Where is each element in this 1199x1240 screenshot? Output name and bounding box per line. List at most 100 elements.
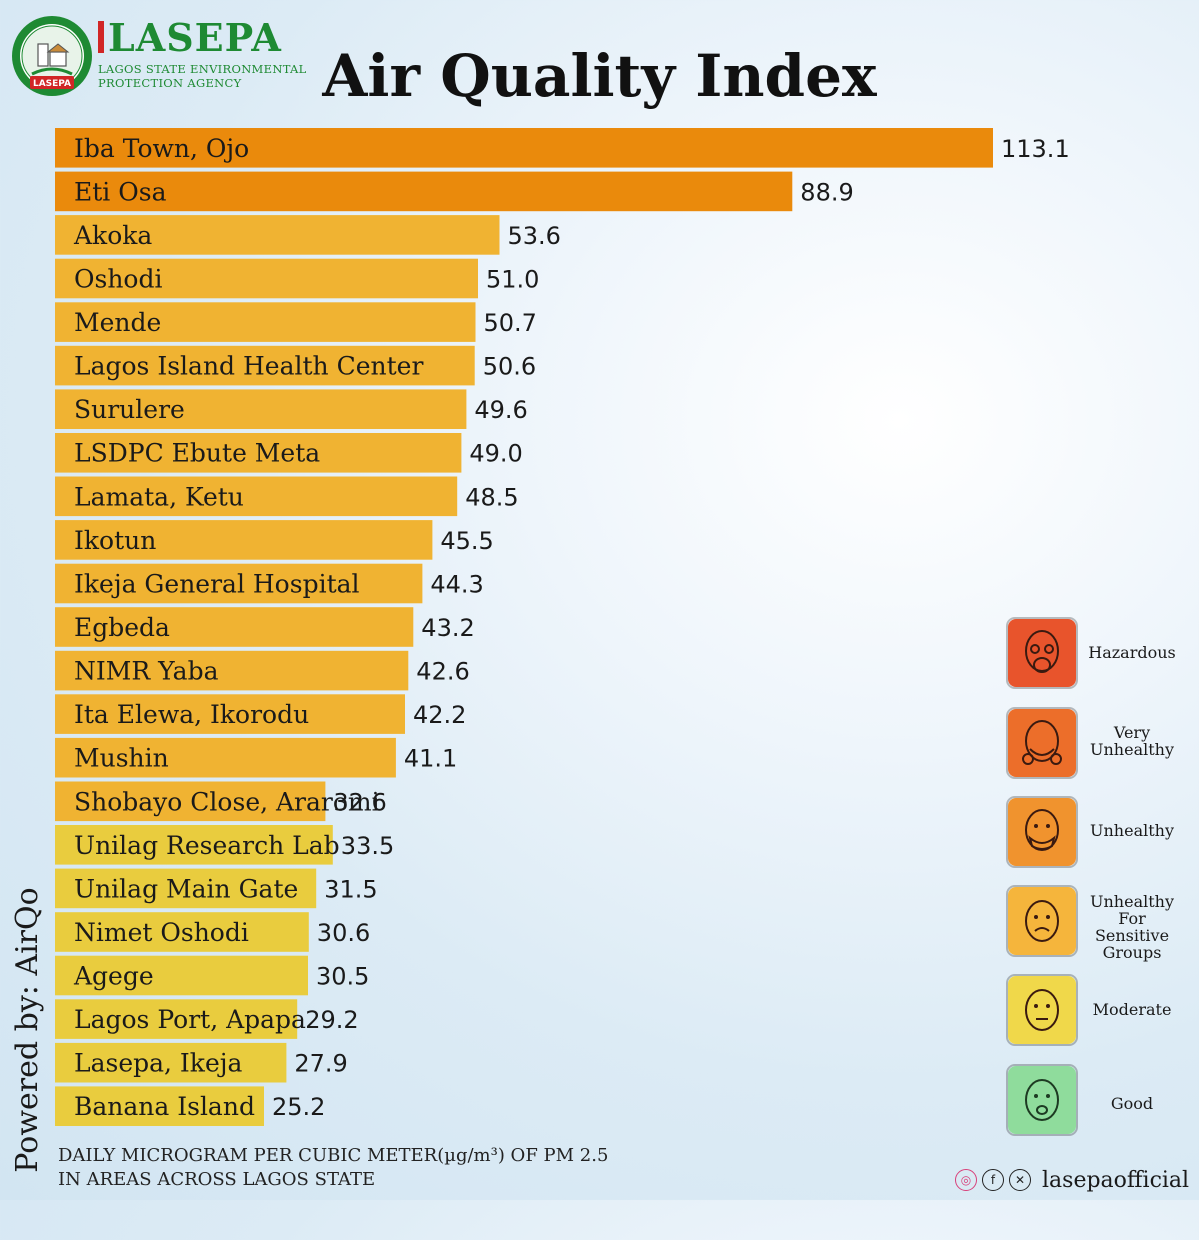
bar-18 <box>55 912 309 952</box>
bar-11 <box>55 607 414 647</box>
legend-label-sensitive: Unhealthy For Sensitive Groups <box>1090 892 1174 962</box>
bar-7 <box>55 433 462 473</box>
legend-good-icon <box>1006 1064 1078 1136</box>
social-bar: ◎ f ✕ lasepaofficial <box>955 1166 1189 1194</box>
brand-subtitle-line1: LAGOS STATE ENVIRONMENTAL <box>98 62 307 76</box>
bar-label-13: Ita Elewa, Ikorodu <box>74 700 309 729</box>
brand-red-bar <box>98 21 104 53</box>
bar-3 <box>55 258 478 299</box>
value-label-5: 50.6 <box>483 353 536 381</box>
legend-hazardous-icon <box>1006 617 1078 689</box>
bar-label-9: Ikotun <box>74 526 156 555</box>
bar-label-0: Iba Town, Ojo <box>74 134 249 163</box>
brand-name: LASEPA <box>98 16 282 60</box>
legend-label-moderate: Moderate <box>1092 1000 1172 1019</box>
footnote-line2: IN AREAS ACROSS LAGOS STATE <box>58 1169 376 1190</box>
x-twitter-icon[interactable]: ✕ <box>1009 1169 1031 1191</box>
value-label-2: 53.6 <box>508 222 561 250</box>
bar-14 <box>55 737 396 778</box>
bar-label-3: Oshodi <box>74 265 162 294</box>
bar-0 <box>55 128 993 168</box>
lasepa-seal-logo: LASEPA <box>12 16 92 96</box>
powered-by-label: Powered by: AirQo <box>10 887 45 1173</box>
bar-6 <box>55 389 467 429</box>
value-label-12: 42.6 <box>416 658 469 686</box>
bar-5 <box>55 345 475 386</box>
bar-4 <box>55 302 476 342</box>
legend-swatch-moderate <box>1008 976 1076 1044</box>
legend-unhealthy-icon <box>1006 796 1078 868</box>
bar-17 <box>55 868 317 909</box>
bar-label-14: Mushin <box>74 744 169 773</box>
bar-12 <box>55 650 409 691</box>
bar-label-18: Nimet Oshodi <box>74 918 249 947</box>
bar-10 <box>55 563 423 604</box>
value-label-9: 45.5 <box>440 527 493 555</box>
value-label-1: 88.9 <box>800 178 853 206</box>
bar-9 <box>55 520 433 560</box>
value-label-14: 41.1 <box>404 745 457 773</box>
value-label-6: 49.6 <box>474 396 527 424</box>
value-label-18: 30.6 <box>317 919 370 947</box>
legend-label-very-unhealthy: Very Unhealthy <box>1090 723 1174 759</box>
value-label-10: 44.3 <box>430 570 483 598</box>
bar-label-16: Unilag Research Lab <box>74 831 340 860</box>
legend-label-unhealthy: Unhealthy <box>1090 821 1174 840</box>
legend-swatch-very-unhealthy <box>1008 709 1076 777</box>
footnote-line1: DAILY MICROGRAM PER CUBIC METER(µg/m³) O… <box>58 1145 609 1166</box>
bar-label-8: Lamata, Ketu <box>74 482 244 511</box>
bar-label-15: Shobayo Close, Araromi <box>74 787 380 816</box>
bar-16 <box>55 825 333 865</box>
bar-label-17: Unilag Main Gate <box>74 874 298 903</box>
value-label-7: 49.0 <box>469 440 522 468</box>
bar-2 <box>55 215 500 255</box>
legend-swatch-unhealthy <box>1008 798 1076 866</box>
legend-swatch-hazardous <box>1008 619 1076 687</box>
bar-8 <box>55 476 458 517</box>
value-label-11: 43.2 <box>421 614 474 642</box>
value-label-20: 29.2 <box>305 1006 358 1034</box>
bar-label-22: Banana Island <box>74 1092 255 1121</box>
legend-moderate-icon <box>1006 974 1078 1046</box>
bar-20 <box>55 999 298 1039</box>
bar-label-5: Lagos Island Health Center <box>74 352 423 381</box>
legend-label-good: Good <box>1110 1094 1154 1113</box>
brand-name-text: LASEPA <box>108 15 282 60</box>
value-label-21: 27.9 <box>294 1050 347 1078</box>
bar-label-21: Lasepa, Ikeja <box>74 1049 243 1078</box>
value-label-13: 42.2 <box>413 701 466 729</box>
bar-label-4: Mende <box>74 308 161 337</box>
bar-label-6: Surulere <box>74 395 185 424</box>
bar-15 <box>55 781 326 822</box>
value-label-3: 51.0 <box>486 266 539 294</box>
bar-1 <box>55 171 793 212</box>
bar-label-11: Egbeda <box>74 613 170 642</box>
value-label-19: 30.5 <box>316 963 369 991</box>
bar-21 <box>55 1042 287 1083</box>
legend-sensitive-icon <box>1006 885 1078 957</box>
bar-22 <box>55 1086 264 1126</box>
bar-label-20: Lagos Port, Apapa <box>74 1005 306 1034</box>
instagram-icon[interactable]: ◎ <box>955 1169 977 1191</box>
value-label-15: 32.6 <box>333 788 386 816</box>
value-label-4: 50.7 <box>484 309 537 337</box>
value-label-8: 48.5 <box>465 483 518 511</box>
chart-footnote: DAILY MICROGRAM PER CUBIC METER(µg/m³) O… <box>58 1144 608 1192</box>
legend-very-unhealthy-icon <box>1006 707 1078 779</box>
facebook-icon[interactable]: f <box>982 1169 1004 1191</box>
legend-swatch-good <box>1008 1066 1076 1134</box>
svg-text:LASEPA: LASEPA <box>33 79 71 89</box>
bar-19 <box>55 955 308 996</box>
bar-13 <box>55 694 405 734</box>
brand-subtitle: LAGOS STATE ENVIRONMENTAL PROTECTION AGE… <box>98 62 307 90</box>
value-label-0: 113.1 <box>1001 135 1070 163</box>
social-handle[interactable]: lasepaofficial <box>1042 1167 1190 1193</box>
legend-swatch-sensitive <box>1008 887 1076 955</box>
value-label-16: 33.5 <box>341 832 394 860</box>
bar-label-7: LSDPC Ebute Meta <box>74 439 320 468</box>
bar-label-12: NIMR Yaba <box>74 657 219 686</box>
bar-label-1: Eti Osa <box>74 177 167 206</box>
bar-label-10: Ikeja General Hospital <box>74 569 360 598</box>
bar-label-19: Agege <box>73 962 154 991</box>
brand-subtitle-line2: PROTECTION AGENCY <box>98 76 242 90</box>
